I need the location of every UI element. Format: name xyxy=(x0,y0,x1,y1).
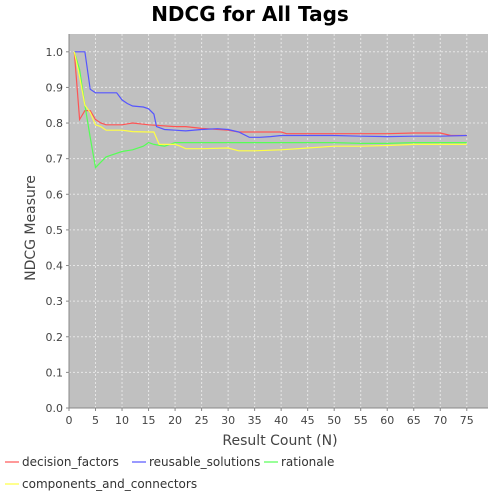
y-tick-label: 0.3 xyxy=(46,295,64,308)
x-tick-label: 20 xyxy=(168,414,182,427)
legend-label: reusable_solutions xyxy=(149,455,260,469)
y-tick-label: 0.1 xyxy=(46,366,64,379)
y-tick-label: 1.0 xyxy=(46,46,64,59)
x-tick-label: 10 xyxy=(115,414,129,427)
x-tick-label: 40 xyxy=(274,414,288,427)
y-tick-label: 0.2 xyxy=(46,331,64,344)
plot-area xyxy=(69,34,488,408)
x-tick-label: 55 xyxy=(354,414,368,427)
x-tick-label: 15 xyxy=(142,414,156,427)
y-tick-label: 0.6 xyxy=(46,188,64,201)
y-tick-label: 0.7 xyxy=(46,153,64,166)
x-tick-label: 25 xyxy=(195,414,209,427)
x-tick-label: 5 xyxy=(92,414,99,427)
grid xyxy=(68,34,488,409)
series-line-components_and_connectors xyxy=(73,51,467,152)
legend-label: decision_factors xyxy=(22,455,119,469)
series-lines xyxy=(73,51,467,169)
chart-title: NDCG for All Tags xyxy=(151,2,349,26)
y-axis-label: NDCG Measure xyxy=(23,175,39,281)
legend: decision_factors reusable_solutions ration… xyxy=(5,455,334,491)
y-tick-label: 0.9 xyxy=(46,81,64,94)
y-tick-label: 0.5 xyxy=(46,224,64,237)
legend-label: rationale xyxy=(281,455,334,469)
x-tick-label: 65 xyxy=(407,414,421,427)
series-line-rationale xyxy=(73,51,467,169)
x-tick-label: 0 xyxy=(66,414,73,427)
axis-ticks: 0.0 0.1 0.2 0.3 0.4 0.5 0.6 0.7 0.8 0.9 1.0 0 5 10 15 2… xyxy=(46,46,474,427)
x-tick-label: 60 xyxy=(380,414,394,427)
legend-label: components_and_connectors xyxy=(22,477,197,491)
x-tick-label: 50 xyxy=(327,414,341,427)
y-tick-label: 0.0 xyxy=(46,402,64,415)
x-tick-label: 35 xyxy=(248,414,262,427)
x-tick-label: 70 xyxy=(433,414,447,427)
x-tick-label: 45 xyxy=(301,414,315,427)
y-tick-label: 0.8 xyxy=(46,117,64,130)
series-line-reusable_solutions xyxy=(74,51,467,138)
y-tick-label: 0.4 xyxy=(46,260,64,273)
x-axis-label: Result Count (N) xyxy=(222,433,337,449)
x-tick-label: 75 xyxy=(460,414,474,427)
x-tick-label: 30 xyxy=(221,414,235,427)
